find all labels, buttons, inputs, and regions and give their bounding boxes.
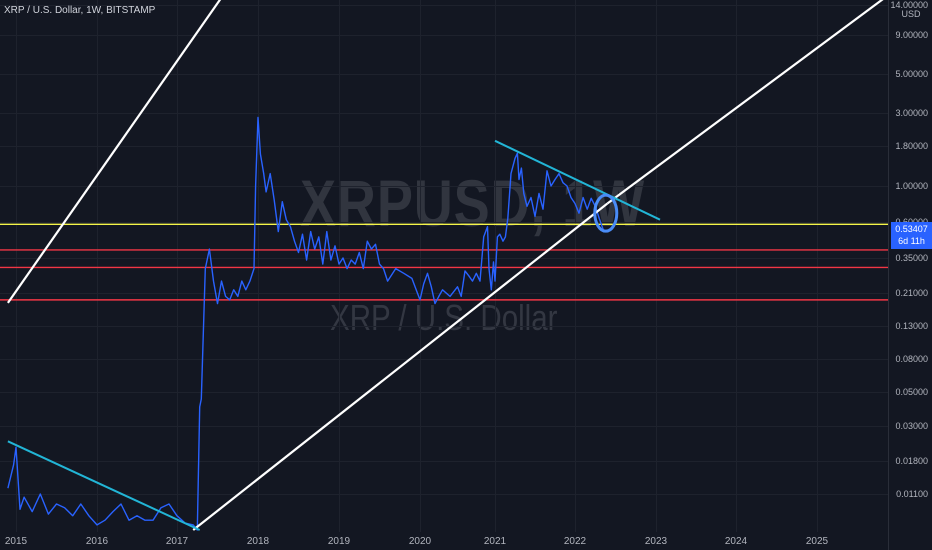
y-tick-label: 3.00000 xyxy=(895,108,928,118)
y-tick-label: 0.35000 xyxy=(895,253,928,263)
y-tick-label: 0.01800 xyxy=(895,456,928,466)
y-tick-label: 1.80000 xyxy=(895,141,928,151)
y-tick-label: 9.00000 xyxy=(895,30,928,40)
x-tick-label: 2015 xyxy=(5,536,28,547)
x-tick-label: 2016 xyxy=(86,536,109,547)
x-tick-label: 2017 xyxy=(166,536,189,547)
y-tick-label: 0.08000 xyxy=(895,354,928,364)
x-tick-label: 2020 xyxy=(409,536,432,547)
x-tick-label: 2019 xyxy=(328,536,351,547)
y-tick-label: 5.00000 xyxy=(895,69,928,79)
x-tick-label: 2025 xyxy=(806,536,829,547)
bar-countdown: 6d 11h xyxy=(898,236,925,246)
x-tick-label: 2021 xyxy=(484,536,507,547)
y-tick-label: 0.01100 xyxy=(896,489,928,499)
x-tick-label: 2018 xyxy=(247,536,270,547)
chart-title: XRP / U.S. Dollar, 1W, BITSTAMP xyxy=(4,5,156,16)
price-axis-currency: USD xyxy=(901,9,921,19)
channel-line xyxy=(606,0,884,205)
y-tick-label: 1.00000 xyxy=(895,181,928,191)
y-tick-label: 14.00000 xyxy=(890,0,928,10)
trend-line xyxy=(7,440,201,531)
grid-lines xyxy=(0,0,888,532)
x-tick-label: 2023 xyxy=(645,536,668,547)
last-price-value: 0.53407 xyxy=(895,224,928,234)
y-tick-label: 0.13000 xyxy=(895,321,928,331)
y-tick-label: 0.21000 xyxy=(895,288,928,298)
channel-line xyxy=(192,202,609,531)
trend-line xyxy=(494,139,661,221)
channel-line xyxy=(6,0,222,304)
plot-layer xyxy=(0,0,888,531)
x-tick-label: 2024 xyxy=(725,536,748,547)
highlight-circle xyxy=(593,193,619,233)
price-series-line xyxy=(7,116,604,531)
y-tick-label: 0.03000 xyxy=(895,421,928,431)
x-tick-label: 2022 xyxy=(564,536,587,547)
last-price-badge: 0.53407 6d 11h xyxy=(891,222,932,249)
y-tick-label: 0.05000 xyxy=(895,387,928,397)
